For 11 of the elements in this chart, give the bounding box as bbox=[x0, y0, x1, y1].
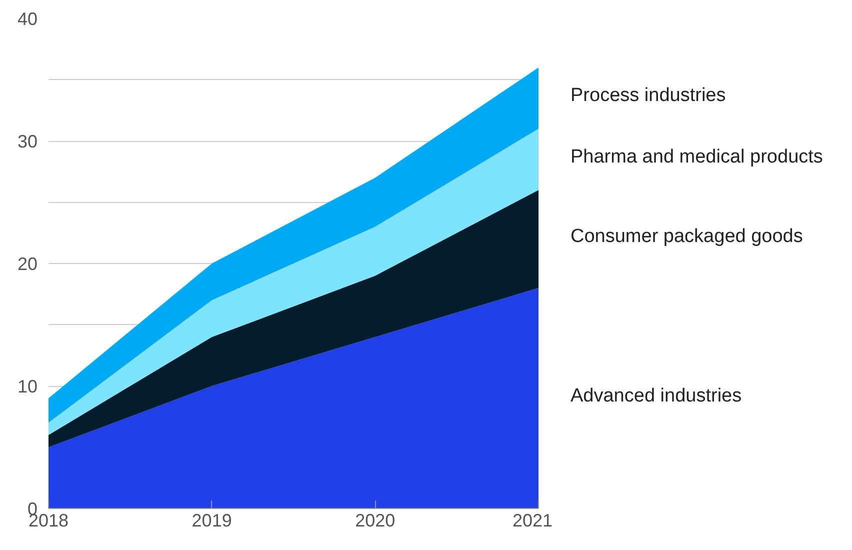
y-tick-label: 10 bbox=[17, 376, 38, 396]
series-label: Consumer packaged goods bbox=[570, 226, 803, 247]
x-tick-label: 2020 bbox=[355, 510, 396, 530]
y-tick-label: 30 bbox=[17, 132, 38, 152]
y-tick-label: 40 bbox=[17, 9, 38, 29]
x-tick-label: 2019 bbox=[192, 510, 232, 530]
x-tick-label: 2021 bbox=[512, 510, 553, 530]
series-label: Pharma and medical products bbox=[570, 146, 823, 168]
y-tick-label: 20 bbox=[17, 254, 38, 274]
series-label: Process industries bbox=[570, 85, 726, 106]
series-label: Advanced industries bbox=[570, 385, 742, 406]
